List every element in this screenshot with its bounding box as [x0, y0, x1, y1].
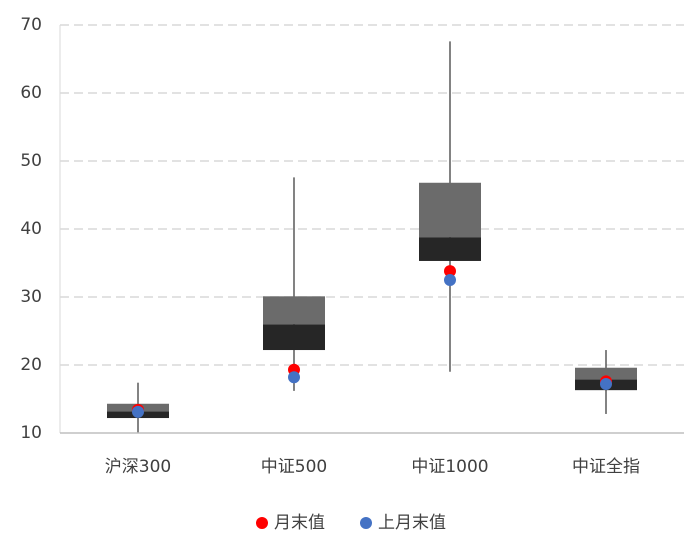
point	[600, 378, 612, 391]
box-lower	[419, 237, 481, 261]
box-lower	[263, 324, 325, 351]
legend-label: 月末值	[274, 513, 325, 533]
point	[444, 265, 456, 278]
legend-marker	[256, 517, 268, 529]
y-tick-label: 40	[20, 219, 42, 239]
x-tick-label: 中证1000	[411, 457, 488, 477]
box-upper	[263, 296, 325, 325]
y-tick-label: 30	[20, 287, 42, 307]
legend-label: 上月末值	[378, 513, 446, 533]
x-tick-label: 沪深300	[105, 457, 171, 477]
box-upper	[575, 367, 637, 380]
legend-marker	[360, 517, 372, 529]
y-tick-label: 60	[20, 83, 42, 103]
box-upper	[419, 182, 481, 238]
y-tick-label: 10	[20, 423, 42, 443]
x-tick-label: 中证全指	[572, 457, 640, 477]
y-tick-label: 70	[20, 15, 42, 35]
x-tick-label: 中证500	[261, 457, 327, 477]
y-tick-label: 50	[20, 151, 42, 171]
y-tick-label: 20	[20, 355, 42, 375]
point	[444, 274, 456, 286]
point	[132, 405, 144, 418]
point	[288, 371, 300, 384]
